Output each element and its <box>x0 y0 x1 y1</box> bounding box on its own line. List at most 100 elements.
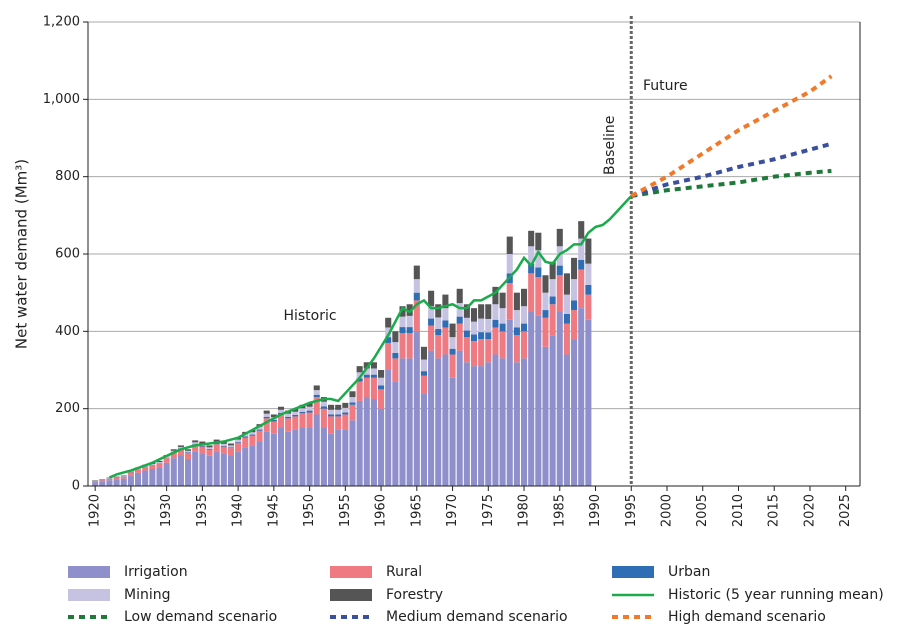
bar-segment <box>420 346 428 360</box>
bar-segment <box>456 350 463 486</box>
bar-segment <box>542 317 549 347</box>
bar-segment <box>535 250 542 268</box>
bar-segment <box>470 334 478 341</box>
bar-segment <box>256 430 263 442</box>
bar-segment <box>99 481 106 486</box>
bar-segment <box>549 279 556 297</box>
bar-segment <box>163 462 170 486</box>
bar-segment <box>563 354 570 486</box>
bar-segment <box>449 348 456 355</box>
bar-segment <box>213 444 220 452</box>
bar-segment <box>463 330 470 338</box>
bar-segment <box>177 445 184 447</box>
bar-segment <box>378 385 385 390</box>
bar-segment <box>127 472 134 476</box>
legend-swatch <box>612 566 654 578</box>
bar-segment <box>199 446 206 454</box>
bar-segment <box>578 308 585 486</box>
bar-segment <box>270 433 277 486</box>
bar-segment <box>142 470 149 486</box>
bar-segment <box>392 331 399 343</box>
bar-segment <box>192 442 199 445</box>
bar-segment <box>177 449 184 456</box>
bar-segment <box>420 371 428 376</box>
bar-segment <box>563 294 570 314</box>
bar-segment <box>492 319 499 328</box>
bar-segment <box>256 429 263 431</box>
x-tick-label: 1990 <box>588 494 603 527</box>
bar-segment <box>585 284 592 295</box>
bar-segment <box>478 304 485 319</box>
bar-segment <box>235 442 242 452</box>
bar-segment <box>349 404 356 421</box>
bar-segment <box>192 445 199 452</box>
bar-segment <box>485 362 492 486</box>
bar-segment <box>285 416 292 419</box>
bar-segment <box>292 408 299 412</box>
bar-segment <box>478 339 485 367</box>
bar-segment <box>356 366 363 373</box>
bar-segment <box>120 475 127 477</box>
bar-segment <box>492 354 499 486</box>
bar-segment <box>292 414 299 417</box>
bar-segment <box>506 283 513 320</box>
bar-segment <box>542 310 549 318</box>
y-tick-label: 800 <box>55 169 80 184</box>
bar-segment <box>513 310 520 328</box>
bar-segment <box>378 408 385 486</box>
bar-segment <box>192 451 199 486</box>
grid <box>88 21 860 410</box>
bar-segment <box>227 445 235 448</box>
bar-segment <box>370 362 377 369</box>
legend-label: Mining <box>124 587 171 603</box>
bar-segment <box>563 323 570 355</box>
bar-segment <box>249 434 256 436</box>
bar-segment <box>185 449 192 451</box>
bar-segment <box>406 315 413 328</box>
bar-segment <box>213 451 220 486</box>
bar-segment <box>435 317 442 330</box>
bar-segment <box>442 320 449 328</box>
x-tick-label: 2025 <box>838 494 853 527</box>
bar-segment <box>528 263 535 274</box>
bar-segment <box>192 440 199 443</box>
bar-segment <box>249 435 256 446</box>
bar-segment <box>235 451 242 486</box>
bar-segment <box>378 389 385 409</box>
bar-segment <box>385 370 392 486</box>
bar-segment <box>170 458 177 486</box>
bar-segment <box>485 318 492 333</box>
bar-segment <box>420 359 428 372</box>
bar-segment <box>206 449 213 456</box>
x-tick-label: 1925 <box>123 494 138 527</box>
bar-segment <box>513 292 520 311</box>
bar-segment <box>349 420 356 486</box>
bar-segment <box>463 337 470 363</box>
bar-segment <box>277 414 285 428</box>
bar-segment <box>528 246 535 264</box>
bar-segment <box>249 445 256 486</box>
bar-segment <box>263 413 270 417</box>
bar-segment <box>420 375 428 394</box>
x-tick-label: 1995 <box>624 494 639 527</box>
bar-segment <box>378 370 385 378</box>
bar-segment <box>370 368 377 375</box>
bar-segment <box>356 372 363 379</box>
bar-segment <box>156 460 163 463</box>
legend-swatch <box>68 589 110 601</box>
x-tick-label: 2005 <box>695 494 710 527</box>
bar-segment <box>327 409 335 415</box>
bar-segment <box>571 279 578 301</box>
bar-segment <box>442 308 449 321</box>
bar-segment <box>456 316 463 324</box>
bar-segment <box>313 394 320 398</box>
x-tick-label: 2000 <box>660 494 675 527</box>
bar-segment <box>342 414 349 430</box>
bar-segment <box>349 391 356 398</box>
bar-segment <box>485 339 492 363</box>
bar-segment <box>335 429 342 486</box>
bar-segment <box>442 327 449 355</box>
bar-segment <box>406 304 413 316</box>
bar-segment <box>549 335 556 486</box>
bar-segment <box>542 346 549 486</box>
